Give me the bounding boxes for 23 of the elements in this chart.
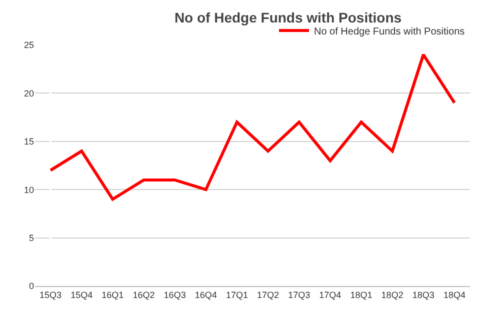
x-tick-label: 16Q1 (102, 290, 124, 300)
y-tick-label: 20 (24, 88, 34, 98)
x-tick-label: 18Q4 (443, 290, 466, 300)
y-tick-label: 10 (24, 184, 34, 195)
x-tick-label: 15Q3 (40, 290, 62, 300)
chart-title: No of Hedge Funds with Positions (174, 9, 402, 26)
x-tick-label: 16Q4 (194, 290, 217, 300)
x-tick-label: 17Q2 (257, 290, 280, 300)
y-tick-label: 5 (28, 232, 34, 243)
y-tick-label: 25 (24, 40, 34, 50)
x-tick-label: 17Q1 (226, 290, 248, 300)
line-series (49, 53, 456, 201)
x-tick-label: 16Q3 (164, 290, 186, 300)
legend-label: No of Hedge Funds with Positions (314, 26, 465, 38)
x-tick-label: 18Q3 (412, 290, 434, 300)
x-tick-label: 18Q1 (350, 290, 372, 300)
x-tick-label: 15Q4 (70, 290, 93, 300)
y-tick-label: 0 (28, 281, 34, 292)
x-tick-label: 18Q2 (381, 290, 404, 300)
x-tick-label: 17Q4 (319, 290, 342, 300)
y-tick-label: 15 (24, 136, 34, 147)
x-tick-label: 17Q3 (288, 290, 310, 300)
x-tick-label: 16Q2 (132, 290, 155, 300)
